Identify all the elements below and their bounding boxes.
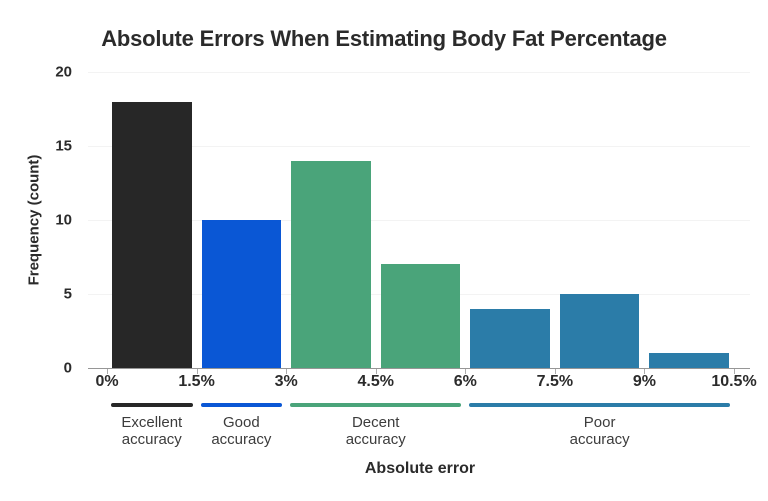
y-tick-label: 15 <box>55 137 72 155</box>
legend-line-good <box>200 403 283 407</box>
bar-4.5%–6% <box>380 264 461 368</box>
gridline-y-10 <box>88 220 750 221</box>
x-tick-label: 10.5% <box>711 373 757 390</box>
bar-7.5%–9% <box>559 294 640 368</box>
y-tick-label: 20 <box>55 63 72 81</box>
x-tick-mark <box>465 369 467 374</box>
x-tick-label: 1.5% <box>178 373 215 390</box>
y-tick-label: 0 <box>63 359 72 377</box>
x-tick-label: 7.5% <box>536 373 574 390</box>
legend-label-poor: Poor accuracy <box>569 414 630 448</box>
legend-line-poor <box>469 403 730 407</box>
x-tick-label: 9% <box>632 373 656 390</box>
x-tick-mark <box>196 369 198 374</box>
x-tick-label: 6% <box>453 373 477 390</box>
x-tick-mark <box>286 369 288 374</box>
x-tick-mark <box>375 369 377 374</box>
y-tick-label: 5 <box>63 285 72 303</box>
bar-6%–7.5% <box>470 308 550 368</box>
x-tick-mark <box>644 369 646 374</box>
bar-3%–4.5% <box>291 160 371 368</box>
legend-line-decent <box>290 403 462 407</box>
bar-1.5%–3% <box>201 220 282 368</box>
gridline-y-15 <box>88 146 750 147</box>
legend-label-good: Good accuracy <box>211 414 272 448</box>
x-tick-mark <box>734 369 735 374</box>
gridline-y-20 <box>88 72 750 73</box>
bar-9%–10.5% <box>649 353 729 368</box>
x-axis-line <box>88 368 750 369</box>
legend-line-excellent <box>111 403 193 407</box>
y-tick-label: 10 <box>55 211 72 229</box>
chart-title: Absolute Errors When Estimating Body Fat… <box>101 26 667 51</box>
x-tick-label: 4.5% <box>357 373 394 390</box>
x-tick-label: 0% <box>95 373 119 390</box>
legend-label-decent: Decent accuracy <box>345 414 406 448</box>
x-tick-mark <box>107 369 108 374</box>
legend-label-excellent: Excellent accuracy <box>121 414 183 448</box>
x-axis-label: Absolute error <box>364 460 476 477</box>
x-tick-mark <box>554 369 556 374</box>
bar-0%–1.5% <box>112 101 192 368</box>
x-tick-label: 3% <box>274 373 298 390</box>
